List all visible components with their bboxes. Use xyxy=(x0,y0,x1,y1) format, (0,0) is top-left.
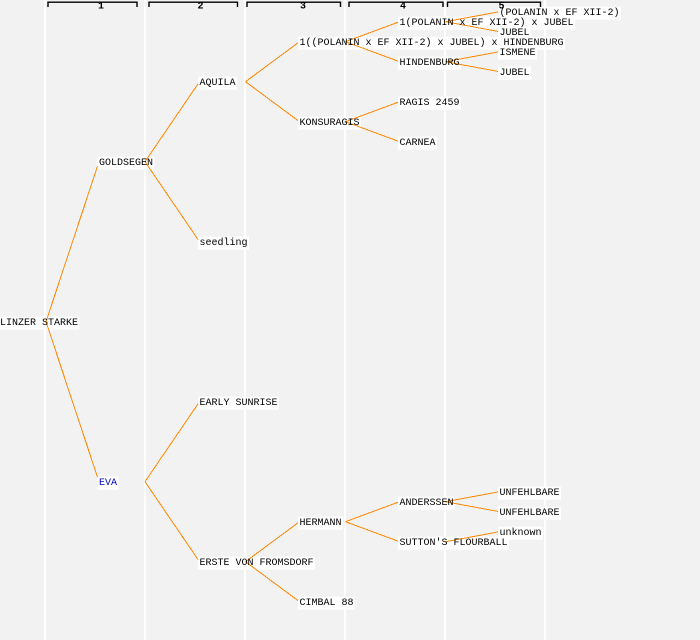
svg-text:EVA: EVA xyxy=(99,478,117,489)
svg-text:1(POLANIN x EF XII-2) x JUBEL: 1(POLANIN x EF XII-2) x JUBEL xyxy=(400,17,574,29)
svg-text:5: 5 xyxy=(498,2,504,13)
svg-text:4: 4 xyxy=(400,2,406,13)
svg-text:HINDENBURG: HINDENBURG xyxy=(400,58,460,69)
svg-text:CIMBAL 88: CIMBAL 88 xyxy=(300,598,354,609)
svg-text:JUBEL: JUBEL xyxy=(500,28,530,39)
svg-text:3: 3 xyxy=(300,2,306,13)
svg-text:2: 2 xyxy=(197,2,203,13)
svg-text:ISMENE: ISMENE xyxy=(500,48,536,59)
svg-text:LINZER STARKE: LINZER STARKE xyxy=(0,318,78,329)
svg-text:GOLDSEGEN: GOLDSEGEN xyxy=(99,158,153,169)
svg-text:ERSTE VON FROMSDORF: ERSTE VON FROMSDORF xyxy=(200,558,314,569)
svg-text:ANDERSSEN: ANDERSSEN xyxy=(400,498,454,509)
svg-text:EARLY SUNRISE: EARLY SUNRISE xyxy=(200,398,278,409)
svg-text:RAGIS 2459: RAGIS 2459 xyxy=(400,98,460,109)
svg-text:unknown: unknown xyxy=(500,527,542,539)
svg-text:1((POLANIN x EF XII-2) x JUBEL: 1((POLANIN x EF XII-2) x JUBEL) x HINDEN… xyxy=(300,37,564,49)
svg-text:SUTTON'S FLOURBALL: SUTTON'S FLOURBALL xyxy=(400,537,508,549)
svg-text:AQUILA: AQUILA xyxy=(200,78,236,89)
svg-text:1: 1 xyxy=(98,2,104,13)
svg-text:JUBEL: JUBEL xyxy=(500,68,530,79)
svg-text:UNFEHLBARE: UNFEHLBARE xyxy=(500,488,560,499)
svg-text:seedling: seedling xyxy=(200,237,248,249)
svg-text:HERMANN: HERMANN xyxy=(300,518,342,529)
svg-text:CARNEA: CARNEA xyxy=(400,138,436,149)
svg-text:UNFEHLBARE: UNFEHLBARE xyxy=(500,508,560,519)
svg-text:KONSURAGIS: KONSURAGIS xyxy=(300,118,360,129)
svg-text:(POLANIN x EF XII-2): (POLANIN x EF XII-2) xyxy=(500,7,620,19)
